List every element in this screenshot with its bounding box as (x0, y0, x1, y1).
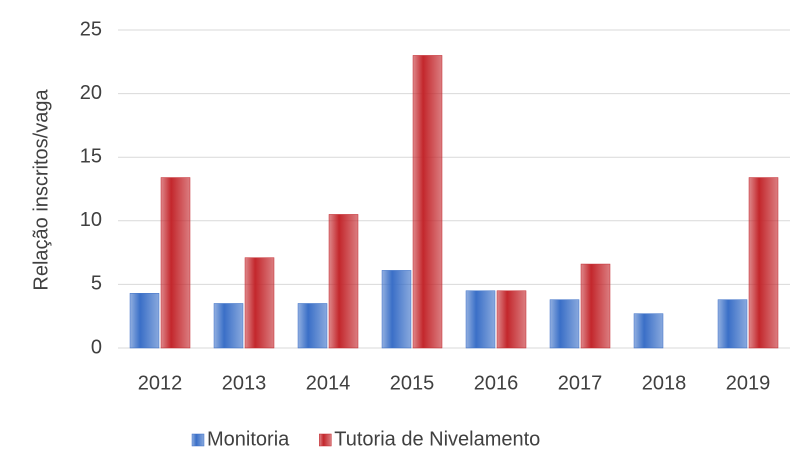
bar (633, 313, 664, 349)
bar (328, 214, 359, 349)
bar (748, 177, 779, 349)
bar (580, 263, 611, 349)
y-tick-label: 25 (80, 18, 102, 40)
bar (213, 303, 244, 349)
bar (717, 299, 748, 349)
x-tick-label: 2017 (558, 372, 603, 394)
y-tick-label: 20 (80, 82, 102, 104)
y-tick-label: 15 (80, 145, 102, 167)
y-tick-label: 10 (80, 209, 102, 231)
x-tick-label: 2012 (138, 372, 183, 394)
bar (160, 177, 191, 349)
x-tick-label: 2018 (642, 372, 687, 394)
bar (381, 270, 412, 349)
bar (412, 55, 443, 349)
x-tick-label: 2016 (474, 372, 519, 394)
bar (244, 257, 275, 349)
x-tick-label: 2019 (726, 372, 771, 394)
y-tick-label: 5 (91, 273, 102, 295)
bar (549, 299, 580, 349)
bar (465, 290, 496, 349)
legend-label: Monitoria (207, 428, 290, 450)
y-axis-label: Relação inscritos/vaga (30, 89, 52, 291)
legend-swatch (319, 433, 332, 447)
y-tick-label: 0 (91, 336, 102, 358)
x-tick-label: 2013 (222, 372, 267, 394)
legend-swatch (191, 433, 205, 447)
bar (297, 303, 328, 349)
legend-label: Tutoria de Nivelamento (334, 428, 540, 450)
bar (129, 293, 160, 349)
x-tick-label: 2014 (306, 372, 351, 394)
x-tick-label: 2015 (390, 372, 435, 394)
bar (496, 290, 527, 349)
